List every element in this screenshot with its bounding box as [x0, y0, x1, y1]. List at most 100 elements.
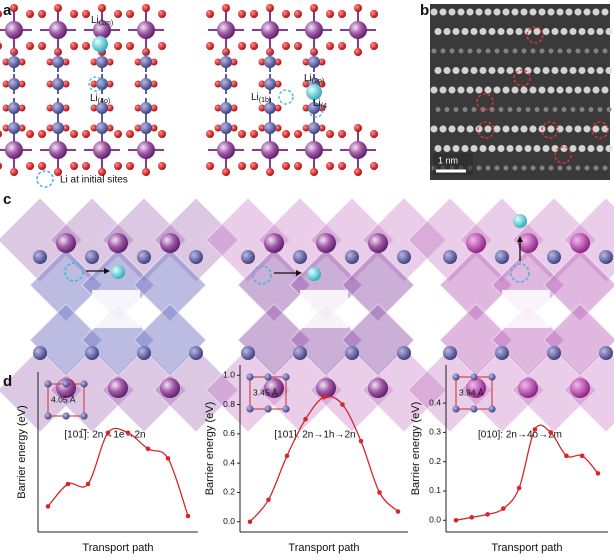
decoration [529, 86, 537, 94]
decoration [158, 162, 166, 170]
decoration [354, 4, 362, 12]
decoration [85, 346, 99, 360]
label-sub: (2n) [312, 78, 324, 85]
decoration [494, 165, 500, 171]
decoration [547, 86, 555, 94]
decoration [264, 233, 284, 253]
decoration [506, 145, 514, 152]
decoration [592, 86, 600, 94]
decoration [452, 67, 460, 74]
decoration [533, 67, 541, 74]
decoration [274, 58, 282, 66]
decoration [46, 124, 54, 132]
data-point [105, 430, 111, 436]
decoration [70, 130, 78, 138]
fit-curve [455, 424, 599, 521]
decoration [521, 165, 527, 171]
data-point [469, 515, 475, 520]
decoration [189, 346, 203, 360]
decoration [142, 168, 150, 176]
decoration [261, 21, 279, 39]
decoration [294, 42, 302, 50]
inset-annotation: 4.05 Å [51, 394, 76, 404]
decoration [539, 165, 545, 171]
decoration [134, 124, 142, 132]
decoration [570, 107, 576, 112]
data-point [247, 519, 253, 525]
decoration [480, 107, 486, 112]
decoration [52, 56, 64, 68]
decoration [318, 124, 326, 132]
inset-annotation: 3.45 Å [253, 387, 278, 397]
decoration [557, 165, 563, 171]
decoration [466, 8, 474, 16]
decoration [605, 145, 613, 152]
decoration [64, 262, 84, 282]
decoration [493, 125, 501, 133]
decoration [126, 42, 134, 50]
decoration [512, 165, 518, 171]
decoration [82, 42, 90, 50]
decoration [430, 125, 438, 133]
decoration [534, 107, 540, 112]
decoration [475, 125, 483, 133]
decoration [70, 10, 78, 18]
decoration [206, 130, 214, 138]
inset-atom [264, 373, 272, 381]
decoration [502, 86, 510, 94]
decoration [583, 86, 591, 94]
decoration [38, 42, 46, 50]
decoration [150, 104, 158, 112]
decoration [444, 107, 450, 112]
decoration [554, 146, 572, 164]
decoration [513, 214, 527, 228]
decoration [462, 107, 468, 112]
decoration [326, 162, 334, 170]
decoration [449, 48, 455, 54]
data-point [395, 509, 401, 514]
decoration [142, 4, 150, 12]
inset-atom [452, 405, 460, 413]
decoration [8, 102, 20, 114]
decoration [570, 378, 590, 398]
decoration [26, 42, 34, 50]
scale-bar-label: 1 nm [438, 155, 458, 165]
decoration [306, 84, 322, 100]
decoration [264, 122, 276, 134]
decoration [587, 28, 595, 35]
y-tick-label: 0.4 [429, 397, 441, 407]
y-tick-label: 0.0 [429, 515, 441, 525]
decoration [575, 165, 581, 171]
decoration [293, 346, 307, 360]
decoration [238, 162, 246, 170]
decoration [140, 102, 152, 114]
decoration [18, 104, 26, 112]
data-point [453, 517, 459, 523]
decoration [26, 130, 34, 138]
decoration [90, 58, 98, 66]
decoration [137, 346, 151, 360]
inset-atom [246, 373, 254, 381]
decoration [137, 141, 155, 159]
decoration [475, 8, 483, 16]
decoration [230, 80, 238, 88]
decoration [591, 121, 609, 139]
decoration [470, 28, 478, 35]
decoration [56, 233, 76, 253]
data-point [564, 453, 569, 459]
decoration [238, 10, 246, 18]
decoration [338, 162, 346, 170]
decoration [560, 28, 568, 35]
decoration [511, 125, 519, 133]
decoration [354, 124, 362, 132]
decoration [593, 165, 599, 171]
decoration [457, 86, 465, 94]
decoration [308, 122, 320, 134]
decoration [282, 42, 290, 50]
panel-label: b [420, 2, 429, 19]
legend-text: Li at initial sites [60, 175, 128, 186]
decoration [0, 42, 2, 50]
decoration [282, 10, 290, 18]
data-point [284, 453, 290, 459]
decoration [488, 145, 496, 152]
